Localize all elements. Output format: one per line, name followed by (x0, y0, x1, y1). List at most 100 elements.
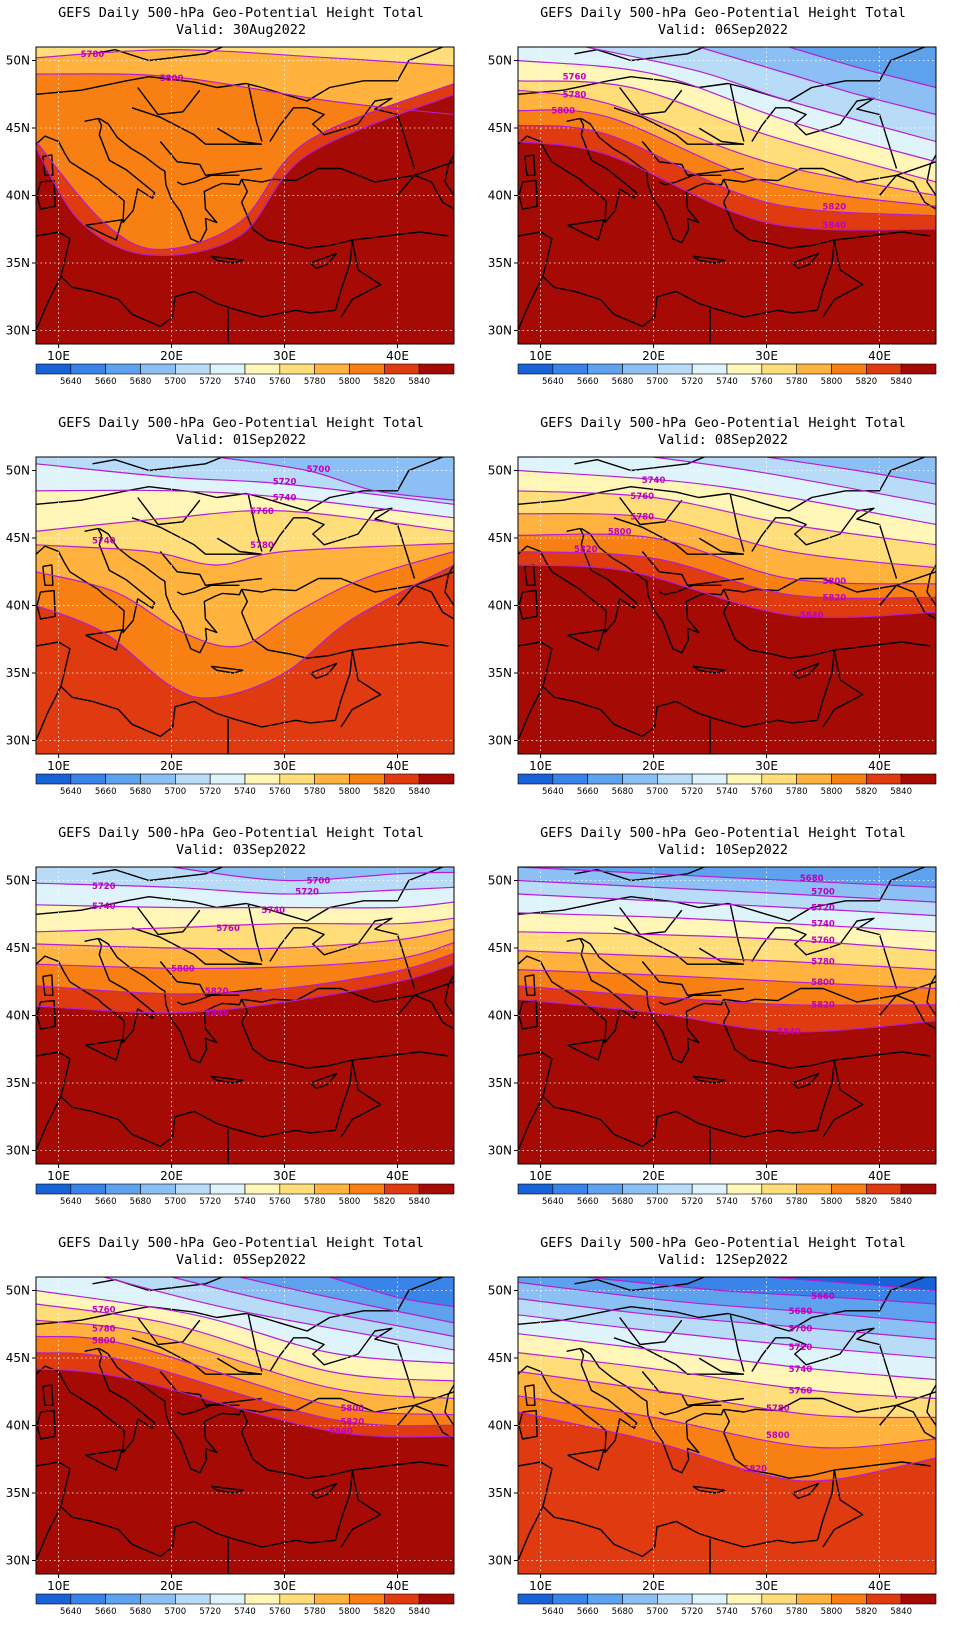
colorbar-swatch (726, 1183, 763, 1195)
contour-line (36, 1352, 454, 1427)
x-tick-label: 20E (160, 1169, 183, 1183)
colorbar-swatch (105, 773, 141, 785)
coastline (822, 1059, 864, 1138)
coastline (396, 584, 454, 620)
colorbar-label: 5780 (304, 787, 326, 797)
contour-label: 5780 (766, 1404, 790, 1414)
contour-label: 5800 (811, 978, 835, 988)
colorbar-swatch (35, 1183, 72, 1195)
coastline (580, 117, 725, 244)
y-tick-label: 30N (488, 324, 512, 338)
colorbar-label: 5720 (681, 1197, 703, 1207)
y-tick-label: 40N (6, 1419, 30, 1433)
colorbar-label: 5720 (681, 787, 703, 797)
x-tick-label: 20E (160, 759, 183, 773)
coastline (518, 589, 538, 620)
coastline (36, 1409, 56, 1440)
coastline (42, 564, 54, 586)
coastline (240, 1022, 353, 1131)
coastline (722, 1409, 730, 1433)
coastline (159, 551, 262, 586)
contour-label: 5820 (822, 202, 846, 212)
coastline (216, 537, 262, 555)
contour-label: 5800 (551, 106, 575, 116)
panel-valid-date: Valid: 10Sep2022 (657, 842, 789, 858)
coastline (518, 276, 544, 331)
coastline (751, 1327, 898, 1399)
coastline (692, 1485, 726, 1494)
y-tick-label: 40N (488, 1419, 512, 1433)
contour-line (788, 47, 936, 89)
y-tick-label: 40N (488, 189, 512, 203)
coastline (159, 1371, 262, 1406)
contour-label: 5740 (811, 920, 835, 930)
colorbar-swatch (900, 1593, 937, 1605)
colorbar-label: 5640 (60, 1197, 82, 1207)
colorbar-swatch (418, 363, 455, 375)
panel-title: GEFS Daily 500-hPa Geo-Potential Height … (58, 5, 424, 21)
colorbar-swatch (796, 773, 832, 785)
coastline (137, 497, 201, 526)
contour-label: 5700 (811, 887, 835, 897)
colorbar-swatch (244, 363, 281, 375)
coastline (240, 1409, 248, 1433)
panel-title: GEFS Daily 500-hPa Geo-Potential Height … (540, 825, 906, 841)
colorbar-label: 5840 (408, 1607, 430, 1617)
contour-line (239, 1277, 454, 1324)
contour-label: 5740 (273, 494, 297, 504)
contour-line (518, 124, 936, 217)
colorbar-swatch (209, 773, 246, 785)
contour-line (518, 513, 936, 569)
colorbar-swatch (35, 1593, 72, 1605)
y-tick-label: 40N (6, 189, 30, 203)
coastline (36, 937, 156, 1044)
contour-label: 5700 (307, 877, 331, 887)
coastline (310, 662, 338, 680)
y-tick-label: 50N (488, 1284, 512, 1298)
colorbar-label: 5680 (612, 1197, 634, 1207)
x-tick-label: 10E (47, 1169, 70, 1183)
colorbar-swatch (900, 363, 937, 375)
x-tick-label: 30E (273, 349, 296, 363)
contour-map: 57205700574057205740576058005820584030N3… (6, 866, 455, 1207)
x-tick-label: 20E (642, 1579, 665, 1593)
coastline (85, 1449, 123, 1471)
x-tick-label: 40E (868, 1579, 891, 1593)
colorbar-swatch (517, 1183, 554, 1195)
colorbar-swatch (35, 773, 72, 785)
contour-line (518, 80, 936, 183)
contour-line (36, 550, 454, 648)
coastline (729, 1314, 745, 1372)
coastline (518, 117, 638, 224)
colorbar-swatch (761, 1183, 797, 1195)
panel-valid-date: Valid: 01Sep2022 (175, 432, 307, 448)
colorbar-label: 5660 (95, 377, 117, 387)
height-band (36, 964, 454, 1164)
colorbar-swatch (35, 363, 72, 375)
x-tick-label: 20E (642, 1169, 665, 1183)
colorbar-swatch (279, 363, 315, 375)
coastline (310, 1072, 338, 1090)
contour-label: 5740 (642, 476, 666, 486)
coastline (396, 174, 454, 210)
y-tick-label: 45N (488, 941, 512, 955)
x-tick-label: 10E (529, 1579, 552, 1593)
coastline (722, 612, 835, 721)
colorbar-label: 5840 (890, 787, 912, 797)
x-tick-label: 10E (47, 1579, 70, 1593)
coastline (240, 1432, 353, 1541)
contour-label: 5680 (800, 874, 824, 884)
contour-line (518, 950, 936, 971)
contour-line (518, 490, 936, 546)
contour-line (698, 47, 936, 116)
coastline (396, 994, 454, 1030)
coastline (619, 87, 683, 116)
contour-label: 5740 (261, 906, 285, 916)
contour-label: 5780 (630, 512, 654, 522)
colorbar-label: 5840 (408, 787, 430, 797)
colorbar-label: 5700 (165, 787, 187, 797)
contour-line (518, 564, 936, 619)
y-tick-label: 30N (488, 1554, 512, 1568)
colorbar-swatch (140, 363, 176, 375)
coastline (567, 629, 605, 651)
